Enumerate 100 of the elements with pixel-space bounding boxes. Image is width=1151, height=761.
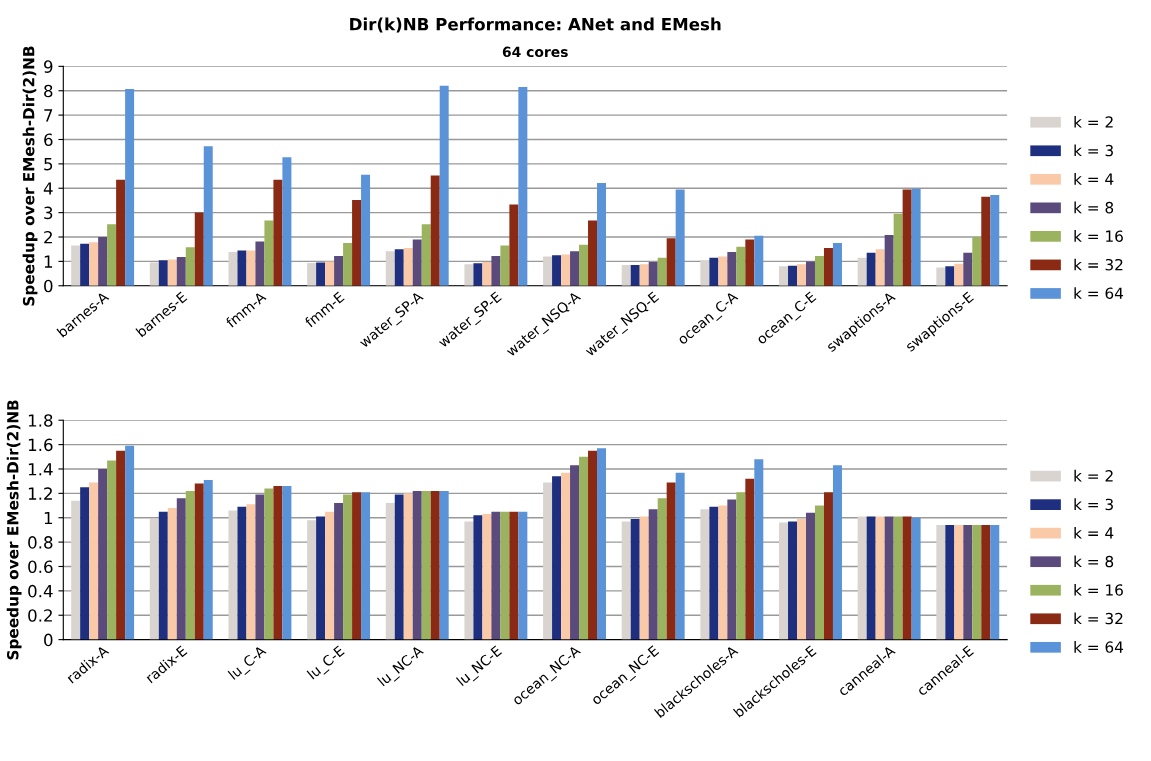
bar — [89, 242, 99, 286]
bar — [491, 256, 501, 286]
y-tick-label: 0.6 — [28, 560, 53, 574]
bar — [71, 500, 81, 640]
y-tick-label: 8 — [44, 84, 53, 98]
legend-label: k = 2 — [1074, 115, 1113, 128]
bar — [98, 237, 108, 286]
bar — [570, 465, 580, 640]
bar — [806, 512, 815, 640]
bar — [543, 482, 553, 640]
bar — [518, 87, 528, 286]
y-tick-label: 4 — [43, 182, 53, 195]
bar — [857, 516, 867, 640]
bar — [954, 263, 964, 286]
bar — [158, 260, 168, 286]
bar — [500, 511, 510, 640]
y-tick-label: 1.8 — [28, 414, 53, 427]
bar — [709, 506, 719, 640]
y-tick-label: 0 — [44, 279, 53, 293]
legend-label: k = 32 — [1074, 258, 1123, 271]
bar — [343, 494, 353, 640]
bar — [945, 266, 955, 286]
bar — [491, 511, 501, 640]
bar — [430, 175, 440, 286]
bar — [709, 257, 719, 286]
bar — [89, 482, 99, 640]
bar — [552, 255, 562, 286]
bar — [884, 516, 894, 640]
bar — [936, 525, 946, 640]
bar — [745, 478, 755, 640]
bar — [745, 239, 755, 286]
bar — [194, 483, 204, 640]
bar — [316, 262, 326, 286]
bar — [116, 179, 126, 286]
bar — [518, 511, 528, 640]
bar — [343, 243, 353, 286]
bar — [718, 256, 728, 286]
bar — [385, 251, 395, 286]
bar — [902, 516, 912, 640]
bar — [621, 265, 631, 286]
bar — [875, 516, 885, 640]
bar — [588, 450, 598, 640]
bar — [754, 235, 764, 286]
chart-title: Dir(k)NB Performance: ANet and EMesh — [350, 17, 721, 33]
bar — [806, 261, 815, 286]
bar — [700, 260, 710, 286]
bar — [282, 157, 292, 286]
chart-subtitle: 64 cores — [502, 46, 568, 58]
bar — [158, 511, 168, 640]
bar — [394, 494, 404, 640]
legend-label: k = 2 — [1074, 469, 1113, 482]
bar — [125, 445, 135, 640]
bar — [430, 490, 440, 640]
bar — [439, 85, 449, 286]
bar — [71, 245, 81, 286]
bar — [727, 252, 737, 286]
bar — [412, 239, 422, 286]
legend-label: k = 8 — [1074, 201, 1114, 214]
bar — [228, 510, 238, 640]
legend-label: k = 32 — [1074, 612, 1123, 625]
bar — [639, 516, 649, 640]
bar — [675, 472, 685, 640]
bar — [779, 522, 789, 640]
bar — [116, 450, 126, 640]
legend-label: k = 8 — [1074, 555, 1114, 568]
bar — [552, 476, 562, 640]
bar — [657, 257, 667, 286]
bar — [639, 264, 649, 286]
bar — [125, 89, 135, 286]
legend-label: k = 4 — [1074, 526, 1114, 539]
bar — [981, 525, 991, 640]
bar — [509, 511, 519, 640]
bar — [621, 521, 631, 640]
bar — [421, 224, 431, 286]
bar — [403, 247, 413, 286]
bar — [832, 465, 842, 640]
bar — [543, 256, 553, 286]
bar — [666, 482, 676, 640]
bar — [893, 213, 903, 286]
bar — [149, 518, 159, 640]
legend-label: k = 4 — [1074, 173, 1114, 185]
bar — [80, 243, 90, 286]
bar — [963, 525, 973, 640]
bar — [307, 263, 317, 286]
y-tick-label: 0 — [44, 633, 53, 647]
bar — [361, 492, 371, 640]
bar — [797, 264, 806, 286]
bar — [579, 244, 589, 286]
bar — [597, 182, 606, 286]
y-tick-label: 2 — [44, 230, 52, 244]
bar — [439, 490, 449, 640]
bar — [779, 266, 789, 286]
bar — [273, 179, 283, 286]
y-axis-title: Speedup over EMesh-Dir(2)NB — [22, 46, 38, 306]
bar — [990, 195, 1000, 286]
y-tick-label: 1.2 — [28, 487, 52, 500]
bar — [246, 504, 256, 640]
y-tick-label: 6 — [44, 133, 53, 147]
bar — [107, 224, 117, 286]
y-tick-label: 3 — [44, 206, 53, 220]
